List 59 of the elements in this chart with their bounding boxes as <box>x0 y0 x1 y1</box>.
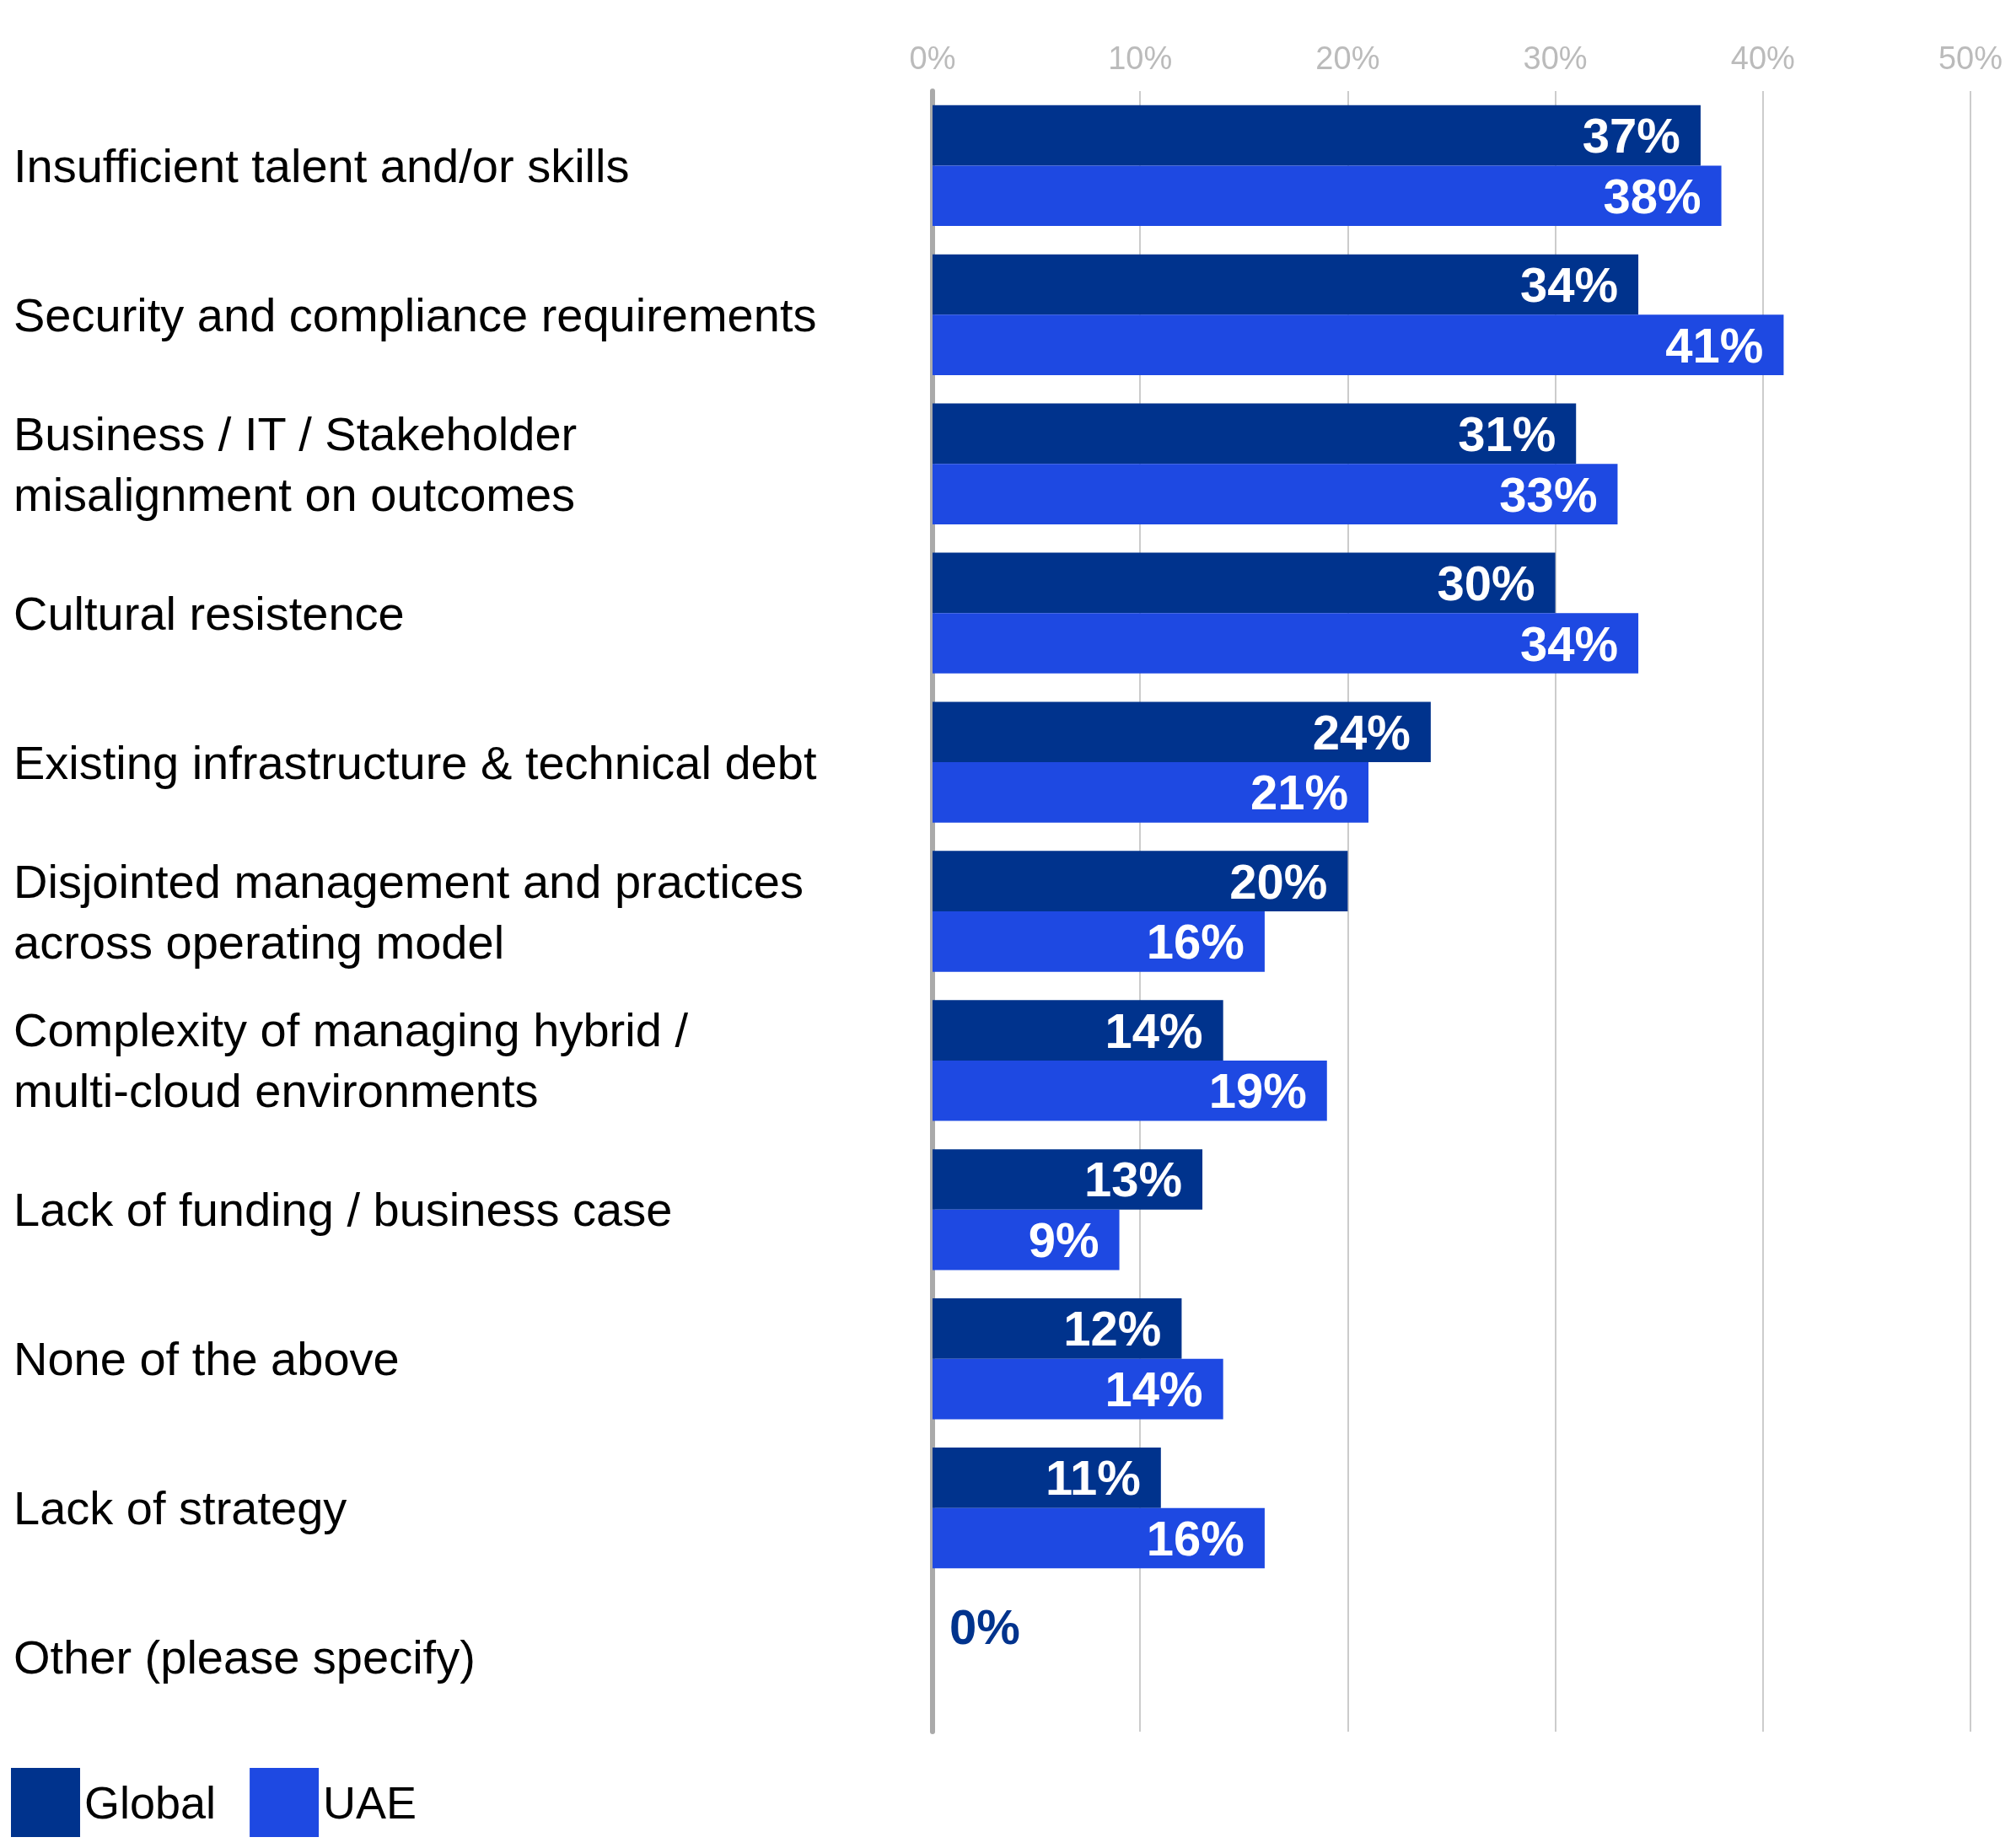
bar <box>933 314 1784 376</box>
data-label: 21% <box>1250 765 1349 820</box>
bar <box>933 1149 1203 1210</box>
bar <box>933 403 1577 465</box>
data-label: 30% <box>1437 555 1535 610</box>
y-tick-label: Insufficient talent and/or skills <box>13 138 630 192</box>
data-label: 38% <box>1603 168 1702 223</box>
data-label: 12% <box>1063 1301 1162 1356</box>
legend-label: UAE <box>323 1777 417 1828</box>
y-tick-label: Lack of strategy <box>13 1481 347 1535</box>
bar <box>933 1298 1182 1359</box>
legend-label: Global <box>84 1777 217 1828</box>
x-tick-label: 50% <box>1938 40 2003 76</box>
x-tick-label: 0% <box>909 40 956 76</box>
y-tick-label: None of the above <box>13 1332 400 1386</box>
y-tick-label: Business / IT / Stakeholder misalignment on outcomes <box>13 406 590 521</box>
data-label: 14% <box>1105 1362 1203 1417</box>
x-tick-label: 30% <box>1523 40 1588 76</box>
bar <box>933 105 1701 166</box>
data-label: 34% <box>1519 257 1619 313</box>
y-tick-label: Cultural resistence <box>13 586 405 640</box>
data-label: 31% <box>1458 406 1556 461</box>
bar <box>933 165 1722 227</box>
data-label: 14% <box>1105 1002 1203 1058</box>
bar <box>933 613 1639 674</box>
data-label: 16% <box>1146 1510 1245 1566</box>
bar <box>933 464 1618 524</box>
y-tick-label: Complexity of managing hybrid / multi-cloud environments <box>13 1003 702 1118</box>
x-tick-label: 40% <box>1730 40 1795 76</box>
data-label: 41% <box>1665 317 1764 373</box>
bar <box>933 1507 1265 1569</box>
bar <box>933 911 1265 972</box>
data-label: 24% <box>1312 704 1411 760</box>
y-tick-label: Lack of funding / business case <box>13 1183 673 1237</box>
bar <box>933 762 1369 823</box>
bar <box>933 1358 1223 1420</box>
bar <box>933 1060 1327 1121</box>
data-label: 19% <box>1208 1063 1307 1119</box>
data-label: 20% <box>1229 853 1328 909</box>
bar <box>933 701 1431 763</box>
bar <box>933 1447 1161 1508</box>
y-tick-label: Other (please specify) <box>13 1630 476 1684</box>
y-tick-label: Disjointed management and practices across operating model <box>13 854 817 969</box>
bar <box>933 1000 1223 1061</box>
data-label: 0% <box>949 1599 1020 1655</box>
bar <box>933 851 1348 911</box>
y-tick-label: Security and compliance requirements <box>13 287 817 341</box>
data-label: 34% <box>1519 615 1619 671</box>
x-tick-label: 10% <box>1108 40 1173 76</box>
data-label: 37% <box>1582 108 1680 164</box>
bar <box>933 254 1639 315</box>
x-tick-label: 20% <box>1315 40 1380 76</box>
bar <box>933 552 1556 614</box>
data-label: 13% <box>1083 1152 1183 1207</box>
data-label: 11% <box>1045 1450 1141 1506</box>
data-label: 16% <box>1146 914 1245 970</box>
data-label: 9% <box>1028 1212 1099 1268</box>
y-tick-label: Existing infrastructure & technical debt <box>13 735 817 789</box>
data-label: 33% <box>1499 466 1598 522</box>
